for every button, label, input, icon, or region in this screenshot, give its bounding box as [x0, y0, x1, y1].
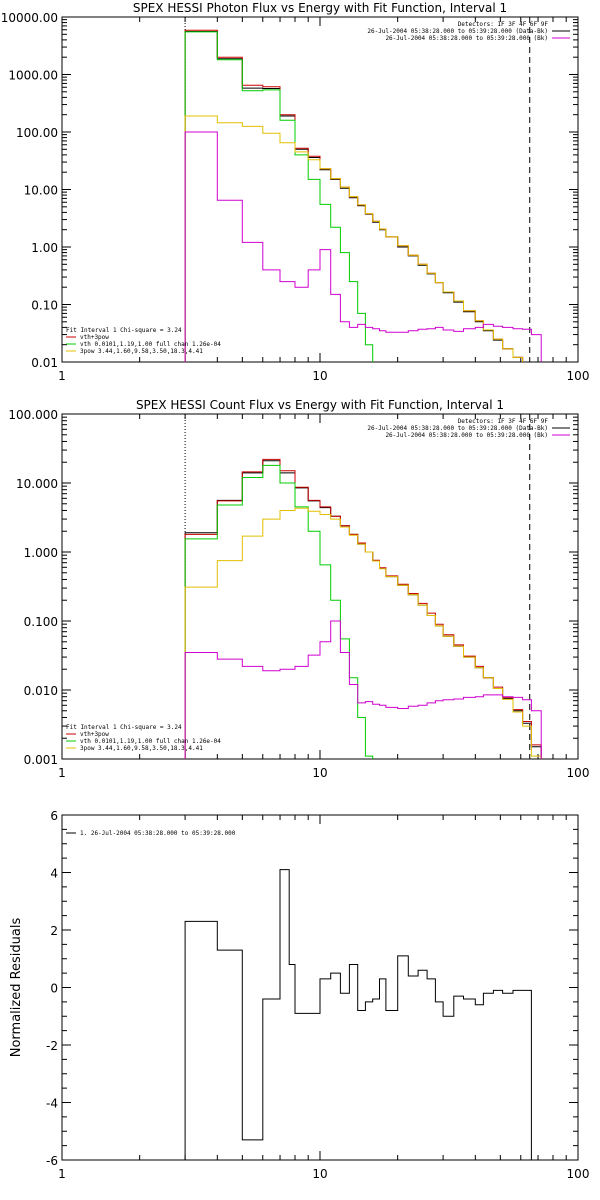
plot-area: [184, 29, 542, 362]
y-tick-label: 100.000: [8, 408, 58, 422]
legend-entry: 3pow 3.44,1.60,9.58,3.50,18.3,4.41: [80, 745, 203, 752]
x-tick-label: 100: [567, 369, 590, 383]
y-tick-label: 0.10: [31, 299, 58, 313]
x-tick-label: 1: [58, 369, 66, 383]
y-tick-label: 0.010: [24, 684, 58, 698]
header-line: Detectors: 1F 3F 4F 6F 9F: [458, 418, 549, 425]
y-axis-label: Normalized Residuals: [9, 918, 24, 1058]
legend-entry: 3pow 3.44,1.60,9.58,3.50,18.3,4.41: [80, 348, 203, 355]
legend-entry: vth+3pow: [80, 731, 109, 738]
legend-entry: vth 0.0101,1.19,1.00 full chan 1.26e-04: [80, 341, 221, 348]
series-line-3: [184, 507, 542, 759]
series-line-1: [184, 29, 524, 362]
y-tick-label: 0.100: [24, 615, 58, 629]
chart-title: SPEX HESSI Count Flux vs Energy with Fit…: [136, 398, 504, 412]
photon-flux-panel: SPEX HESSI Photon Flux vs Energy with Fi…: [1, 1, 590, 383]
legend-entry: Fit Interval 1 Chi-square = 3.24: [66, 724, 182, 731]
y-tick-label: 1000.00: [8, 69, 58, 83]
count-flux-panel: SPEX HESSI Count Flux vs Energy with Fit…: [8, 398, 590, 780]
y-tick-label: 0.001: [24, 753, 58, 767]
series-line-0: [184, 869, 532, 1160]
header-line: 26-Jul-2004 05:38:28.000 to 05:39:28.000…: [385, 35, 548, 42]
y-tick-label: 0: [50, 982, 58, 996]
header-line: 26-Jul-2004 05:38:28.000 to 05:39:28.000…: [367, 425, 548, 432]
chart-title: SPEX HESSI Photon Flux vs Energy with Fi…: [133, 1, 507, 15]
y-tick-label: 1.00: [31, 241, 58, 255]
y-tick-label: 10.00: [24, 184, 58, 198]
series-line-0: [184, 31, 524, 362]
series-line-4: [184, 620, 542, 759]
plot-area: [184, 869, 532, 1160]
x-tick-label: 10: [312, 369, 327, 383]
y-tick-label: -6: [46, 1154, 58, 1168]
legend-entry: 1. 26-Jul-2004 05:38:28.000 to 05:39:28.…: [80, 830, 236, 837]
series-line-1: [184, 458, 542, 759]
legend-entry: vth 0.0101,1.19,1.00 full chan 1.26e-04: [80, 738, 221, 745]
y-tick-label: 100.00: [16, 126, 58, 140]
x-tick-label: 1: [58, 766, 66, 780]
y-tick-label: 4: [50, 867, 58, 881]
x-tick-label: 100: [567, 1167, 590, 1181]
header-line: 26-Jul-2004 05:38:28.000 to 05:39:28.000…: [385, 432, 548, 439]
legend-entry: vth+3pow: [80, 334, 109, 341]
series-line-4: [184, 131, 542, 362]
series-line-2: [184, 464, 374, 759]
x-tick-label: 10: [312, 1167, 327, 1181]
plot-frame: [61, 413, 579, 760]
y-tick-label: -2: [46, 1039, 58, 1053]
series-line-3: [184, 115, 524, 362]
x-tick-label: 100: [567, 766, 590, 780]
series-line-0: [184, 460, 542, 759]
residuals-panel: Normalized Residuals 1 10 100 -6 -4 -2 0 2 4 6 1. 2…: [9, 809, 590, 1181]
series-line-2: [184, 31, 374, 362]
x-tick-label: 1: [58, 1167, 66, 1181]
y-tick-label: 10000.00: [1, 11, 58, 25]
header-line: Detectors: 1F 3F 4F 6F 9F: [458, 21, 549, 28]
y-tick-label: -4: [46, 1097, 58, 1111]
header-line: 26-Jul-2004 05:38:28.000 to 05:39:28.000…: [367, 28, 548, 35]
y-tick-label: 6: [50, 809, 58, 823]
plot-area: [184, 458, 542, 759]
legend-entry: Fit Interval 1 Chi-square = 3.24: [66, 327, 182, 334]
y-tick-label: 10.000: [16, 477, 58, 491]
y-tick-label: 0.01: [31, 356, 58, 370]
y-tick-label: 1.000: [24, 546, 58, 560]
y-tick-label: 2: [50, 924, 58, 938]
x-tick-label: 10: [312, 766, 327, 780]
